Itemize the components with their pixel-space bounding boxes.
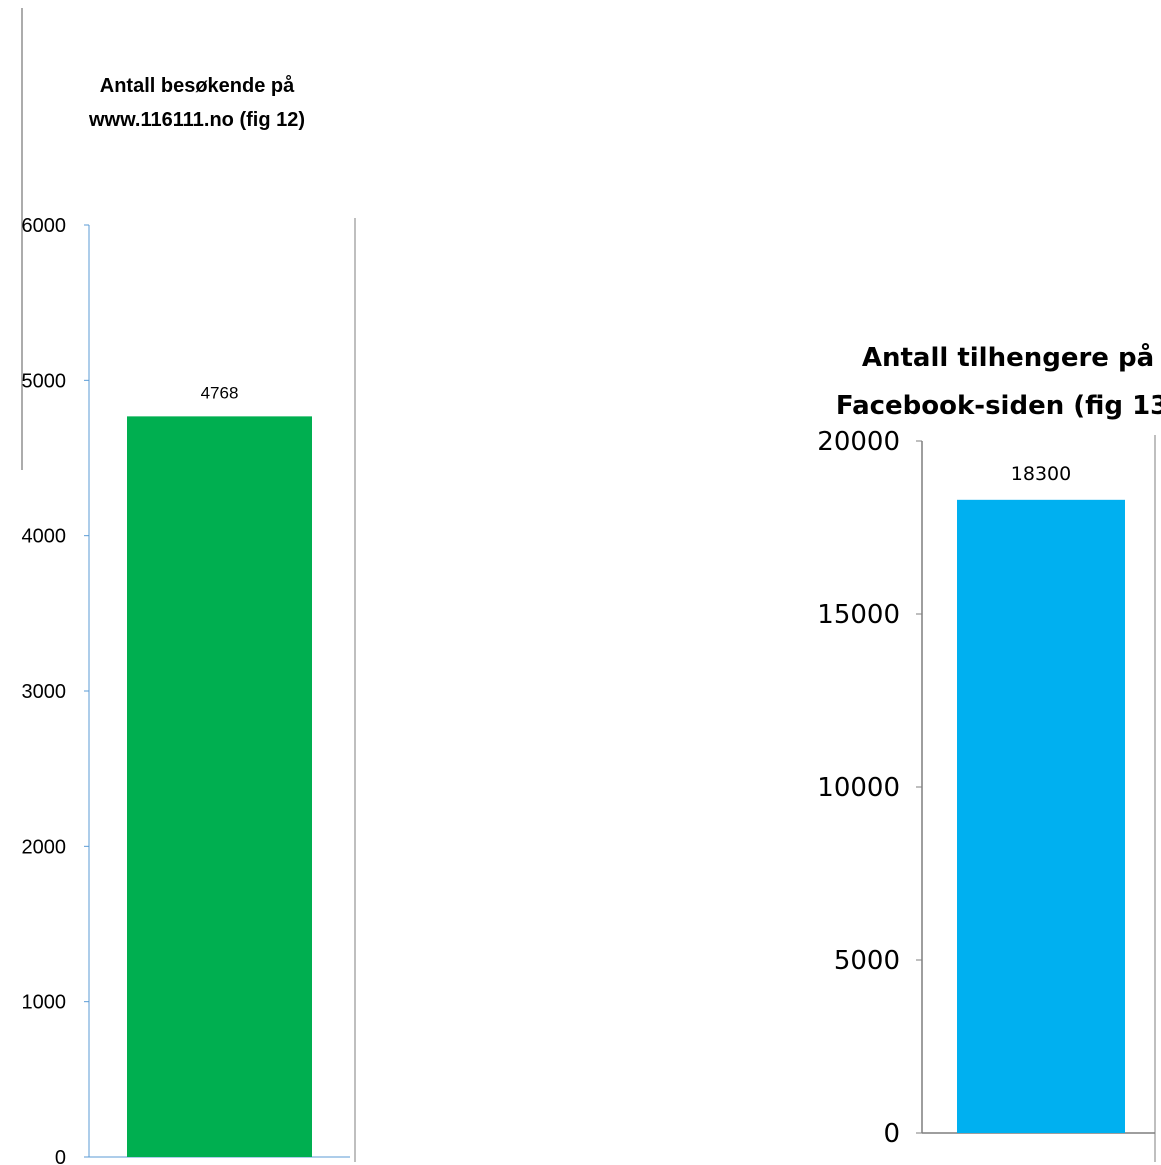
y-tick-label: 20000	[817, 427, 900, 457]
data-label: 18300	[1011, 463, 1071, 485]
chart-fig12: Antall besøkende på www.116111.no (fig 1…	[22, 74, 350, 1165]
y-tick-label: 0	[55, 1147, 66, 1165]
y-tick-label: 6000	[22, 215, 67, 237]
y-ticks: 0 1000 2000 3000 4000 5000 6000	[22, 215, 89, 1165]
y-tick-label: 10000	[817, 773, 900, 803]
y-tick-label: 4000	[22, 526, 67, 548]
y-tick-label: 0	[883, 1119, 900, 1149]
y-tick-label: 2000	[22, 836, 67, 858]
y-tick-label: 5000	[834, 946, 900, 976]
chart-fig13: Antall tilhengere på Facebook-siden (fig…	[817, 341, 1161, 1149]
data-label: 4768	[201, 383, 239, 402]
chart-title-line: www.116111.no (fig 12)	[88, 109, 305, 131]
bar	[957, 499, 1125, 1133]
bar	[127, 416, 312, 1157]
y-tick-label: 5000	[22, 370, 67, 392]
chart-title-line: Facebook-siden (fig 13)	[836, 391, 1161, 421]
y-ticks: 0 5000 10000 15000 20000	[817, 427, 922, 1149]
y-tick-label: 3000	[22, 681, 67, 703]
chart-title-line: Antall besøkende på	[100, 74, 295, 97]
chart-title-line: Antall tilhengere på	[862, 341, 1154, 373]
y-tick-label: 15000	[817, 600, 900, 630]
y-tick-label: 1000	[22, 992, 67, 1014]
